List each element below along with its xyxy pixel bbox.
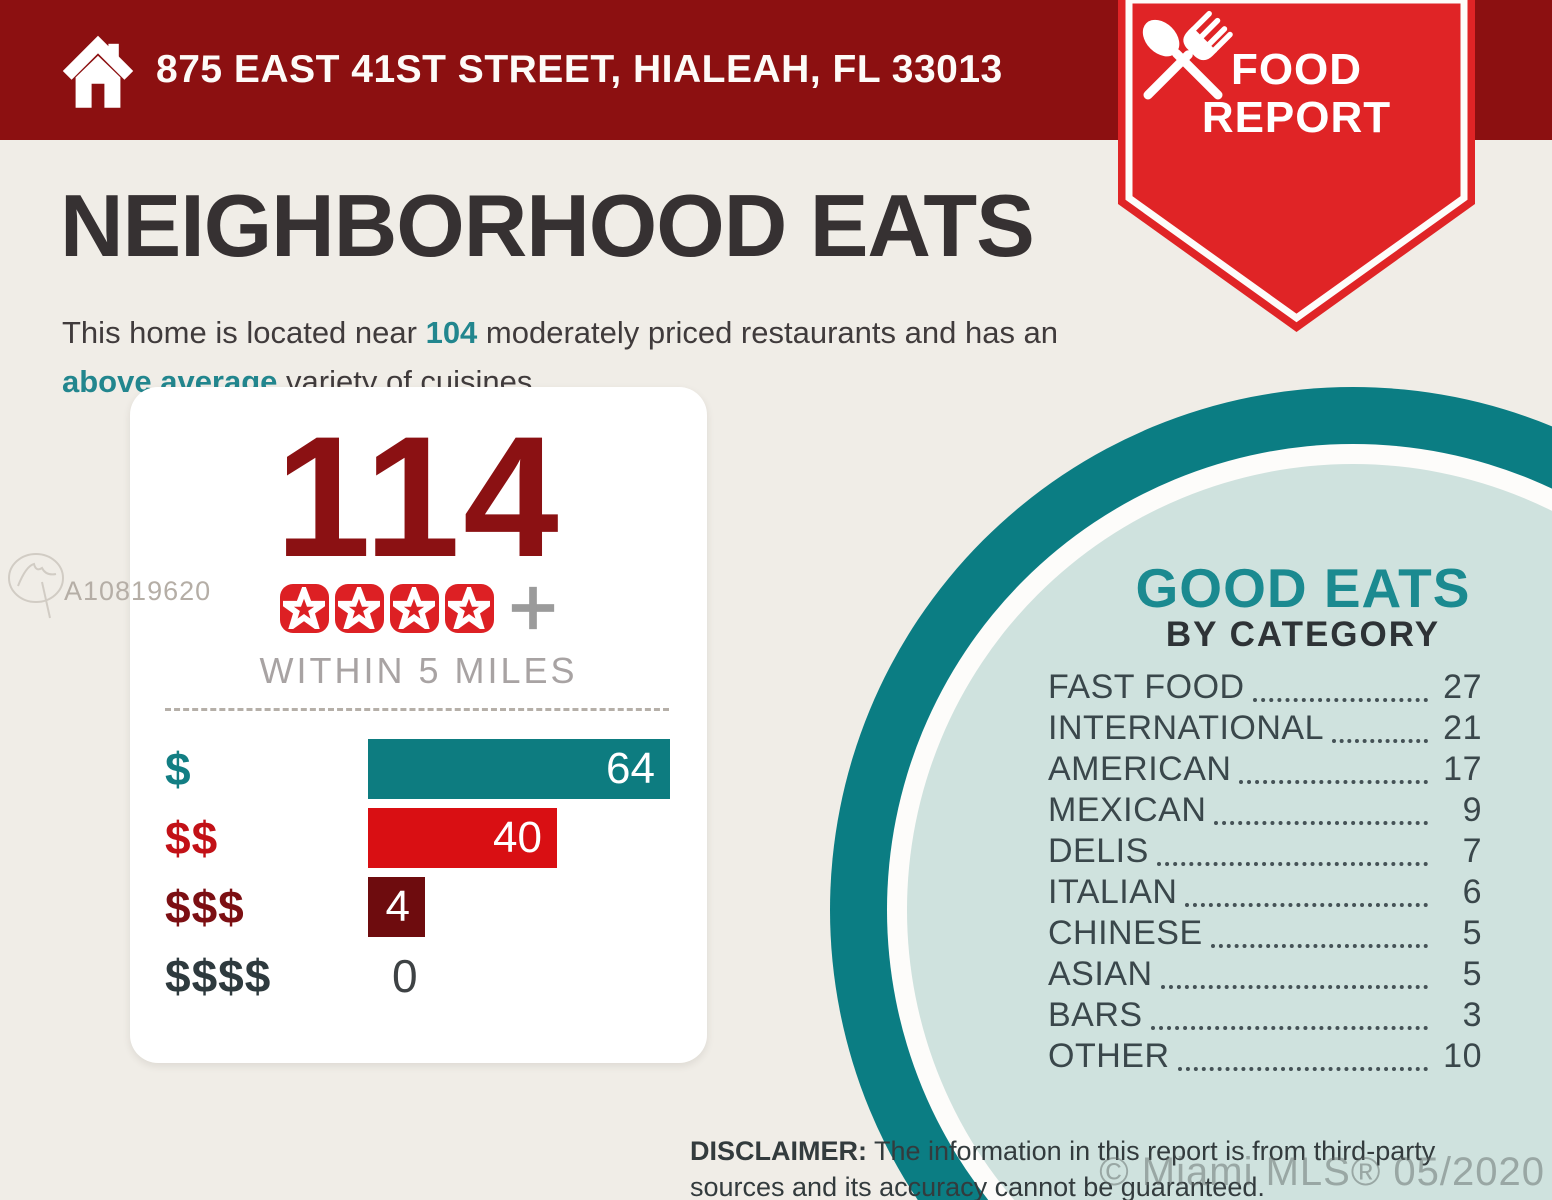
star-icon	[279, 583, 329, 633]
price-bar-row: $$ 40	[165, 808, 679, 868]
price-bar: 4	[368, 877, 425, 937]
category-row: AMERICAN 17	[1048, 750, 1482, 788]
price-label: $$$$	[165, 950, 272, 1002]
restaurant-stats-card: 114 WITHIN 5 MILES $ 64 $$ 40 $$$	[130, 387, 707, 1063]
category-row: DELIS 7	[1048, 832, 1482, 870]
disclaimer-text: DISCLAIMER: The information in this repo…	[690, 1136, 1436, 1200]
page-title: NEIGHBORHOOD EATS	[60, 176, 1035, 275]
star-icon	[389, 583, 439, 633]
price-bar: 40	[368, 808, 557, 868]
category-row: FAST FOOD 27	[1048, 668, 1482, 706]
home-icon	[62, 35, 134, 108]
total-restaurants: 114	[275, 401, 562, 593]
category-row: BARS 3	[1048, 996, 1482, 1034]
category-row: INTERNATIONAL 21	[1048, 709, 1482, 747]
intro-text: This home is located near 104 moderately…	[62, 315, 1059, 399]
star-icon	[334, 583, 384, 633]
category-row: CHINESE 5	[1048, 914, 1482, 952]
property-address: 875 EAST 41ST STREET, HIALEAH, FL 33013	[156, 48, 1003, 91]
ribbon-title-line2: REPORT	[1201, 93, 1392, 142]
price-bar-row: $ 64	[165, 739, 679, 799]
price-label: $	[165, 743, 192, 795]
category-row: ITALIAN 6	[1048, 873, 1482, 911]
category-list: FAST FOOD 27 INTERNATIONAL 21 AMERICAN 17 M…	[1048, 668, 1482, 1078]
mls-credit-watermark: © Miami MLS® 05/2020	[1099, 1150, 1545, 1194]
star-rating	[130, 583, 707, 633]
category-row: ASIAN 5	[1048, 955, 1482, 993]
category-row: OTHER 10	[1048, 1037, 1482, 1075]
good-eats-subtitle: BY CATEGORY	[1165, 615, 1441, 654]
restaurant-count: 104	[425, 315, 478, 350]
mls-logo-watermark	[8, 553, 64, 619]
mls-id-watermark: A10819620	[64, 576, 212, 606]
ribbon-title-line1: FOOD	[1230, 45, 1363, 94]
price-bar-row: $$$ 4	[165, 877, 679, 937]
price-tier-chart: $ 64 $$ 40 $$$ 4 $$$$ 0	[165, 739, 679, 1015]
price-label: $$	[165, 812, 219, 864]
range-label: WITHIN 5 MILES	[259, 650, 578, 691]
price-bar-zero-value: 0	[392, 950, 418, 1002]
spoon-fork-icon	[1142, 10, 1233, 100]
category-row: MEXICAN 9	[1048, 791, 1482, 829]
food-report-ribbon: FOOD REPORT	[1118, 0, 1475, 334]
plus-icon	[511, 586, 554, 630]
good-eats-title: GOOD EATS	[1135, 557, 1471, 619]
price-label: $$$	[165, 881, 245, 933]
star-icon	[444, 583, 494, 633]
dashed-divider	[165, 708, 669, 711]
price-bar: 64	[368, 739, 670, 799]
price-bar-row: $$$$ 0	[165, 946, 679, 1006]
